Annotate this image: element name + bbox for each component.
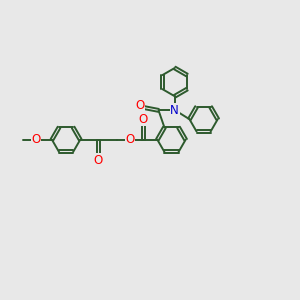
Text: O: O [139, 112, 148, 126]
Text: O: O [31, 133, 40, 146]
Text: O: O [125, 133, 135, 146]
Text: N: N [170, 104, 179, 117]
Text: O: O [94, 154, 103, 167]
Text: O: O [136, 100, 145, 112]
